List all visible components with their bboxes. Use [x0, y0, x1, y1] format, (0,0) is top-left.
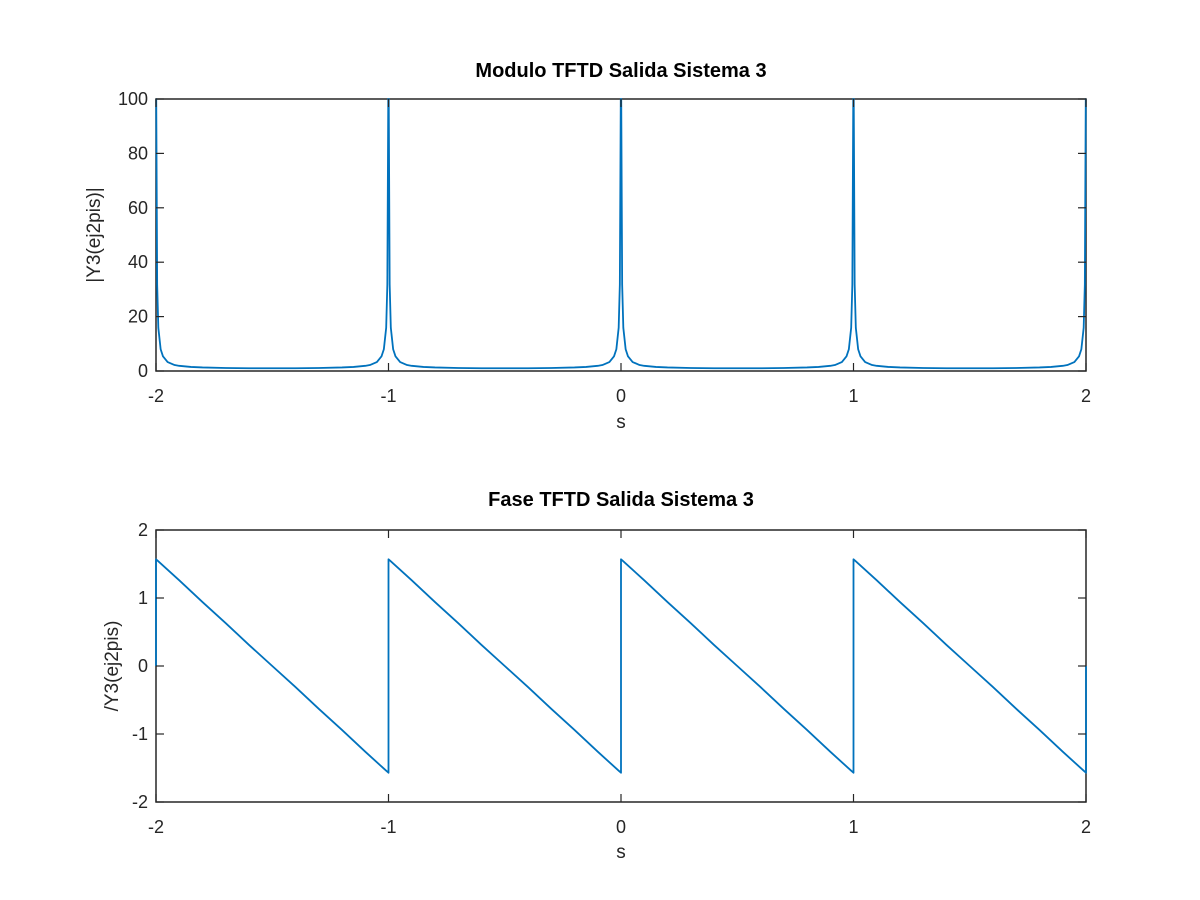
magnitude-y-tick-label-5: 100 [118, 89, 148, 109]
phase-x-tick-label-2: 0 [616, 817, 626, 837]
magnitude-x-tick-label-0: -2 [148, 386, 164, 406]
phase-ticks-group: -2 -1 0 1 2 -2 -1 0 1 2 [132, 520, 1091, 837]
phase-x-tick-label-4: 2 [1081, 817, 1091, 837]
phase-y-tick-label-0: -2 [132, 792, 148, 812]
phase-x-axis-label: s [616, 842, 626, 863]
magnitude-y-tick-label-4: 80 [128, 143, 148, 163]
magnitude-x-axis-label: s [616, 412, 626, 433]
phase-y-tick-label-2: 0 [138, 656, 148, 676]
magnitude-y-tick-label-1: 20 [128, 307, 148, 327]
magnitude-y-tick-label-3: 60 [128, 198, 148, 218]
phase-x-tick-label-0: -2 [148, 817, 164, 837]
phase-title: Fase TFTD Salida Sistema 3 [488, 489, 754, 511]
phase-y-tick-label-1: -1 [132, 724, 148, 744]
magnitude-y-tick-label-0: 0 [138, 361, 148, 381]
phase-series-line-0 [155, 558, 1087, 774]
magnitude-x-tick-label-4: 2 [1081, 386, 1091, 406]
phase-y-tick-label-3: 1 [138, 588, 148, 608]
magnitude-y-tick-label-2: 40 [128, 252, 148, 272]
phase-series-group [155, 558, 1087, 774]
magnitude-title: Modulo TFTD Salida Sistema 3 [475, 60, 766, 82]
magnitude-x-tick-label-3: 1 [848, 386, 858, 406]
phase-y-tick-label-4: 2 [138, 520, 148, 540]
phase-x-tick-label-1: -1 [380, 817, 396, 837]
phase-y-axis-label: /Y3(ej2pis) [102, 621, 123, 712]
magnitude-y-axis-label: |Y3(ej2pis)| [84, 187, 105, 282]
phase-x-tick-label-3: 1 [848, 817, 858, 837]
magnitude-x-tick-label-1: -1 [380, 386, 396, 406]
magnitude-x-tick-label-2: 0 [616, 386, 626, 406]
subplot-phase: -2 -1 0 1 2 -2 -1 0 1 2 Fase TFTD Salida Sistema … [102, 489, 1091, 863]
